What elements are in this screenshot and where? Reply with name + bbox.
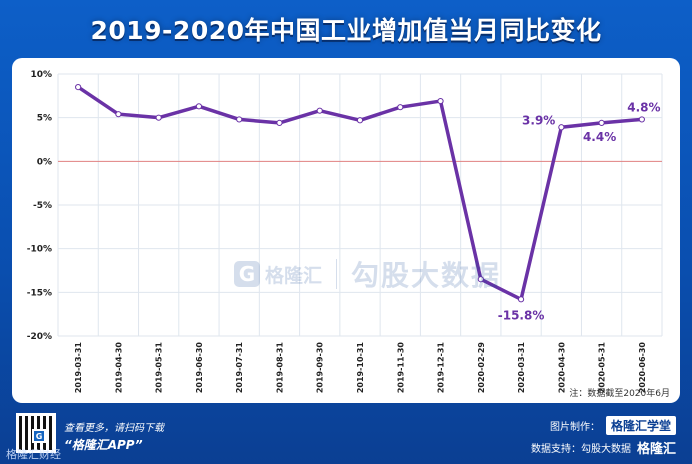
x-tick-label: 2019-10-31 bbox=[356, 342, 365, 394]
x-tick-label: 2019-12-31 bbox=[437, 342, 446, 394]
qr-code-icon[interactable]: G bbox=[16, 413, 56, 453]
y-tick-label: 5% bbox=[37, 114, 52, 124]
data-label: 4.4% bbox=[583, 130, 616, 144]
y-tick-label: -20% bbox=[27, 332, 52, 342]
credit-made-by: 图片制作： 格隆汇学堂 bbox=[550, 416, 676, 435]
x-tick-label: 2019-06-30 bbox=[195, 342, 204, 394]
data-point bbox=[598, 119, 605, 127]
chart-title: 2019-2020年中国工业增加值当月同比变化 bbox=[90, 16, 602, 45]
data-point bbox=[115, 111, 122, 118]
data-point bbox=[195, 103, 203, 110]
scan-hint: 查看更多，请扫码下载 bbox=[64, 423, 164, 434]
data-point bbox=[75, 84, 82, 91]
data-label: 3.9% bbox=[522, 113, 555, 127]
credit-data-brand: 格隆汇 bbox=[636, 442, 676, 457]
y-tick-label: 0% bbox=[37, 157, 52, 167]
data-point bbox=[155, 114, 162, 121]
data-point bbox=[276, 119, 283, 127]
x-tick-label: 2019-05-31 bbox=[155, 342, 164, 394]
x-tick-label: 2019-08-31 bbox=[275, 342, 284, 394]
x-tick-label: 2020-03-31 bbox=[517, 342, 526, 394]
app-name: “格隆汇APP” bbox=[64, 438, 143, 452]
x-tick-label: 2020-02-29 bbox=[477, 342, 486, 394]
data-point bbox=[316, 107, 323, 114]
y-tick-label: 10% bbox=[30, 70, 52, 80]
data-point bbox=[477, 276, 484, 283]
x-tick-label: 2020-05-31 bbox=[598, 342, 607, 394]
x-tick-label: 2020-04-30 bbox=[557, 342, 566, 394]
data-point bbox=[638, 116, 645, 123]
x-tick-label: 2019-09-30 bbox=[316, 342, 325, 394]
data-point bbox=[236, 116, 243, 123]
data-point bbox=[517, 296, 525, 303]
data-label: 4.8% bbox=[627, 100, 660, 114]
x-tick-label: 2019-04-30 bbox=[114, 342, 123, 394]
data-point bbox=[397, 104, 404, 111]
x-tick-label: 2019-11-30 bbox=[396, 342, 405, 394]
data-note: 注：数据截至2020年6月 bbox=[569, 389, 670, 399]
data-point bbox=[558, 124, 565, 131]
credit-made-by-brand: 格隆汇学堂 bbox=[605, 416, 676, 435]
header: 2019-2020年中国工业增加值当月同比变化 bbox=[0, 0, 692, 58]
y-tick-label: -15% bbox=[27, 288, 52, 298]
data-label: -15.8% bbox=[498, 308, 545, 322]
data-point bbox=[356, 117, 364, 124]
footer-left-brand: 格隆汇财经 bbox=[6, 448, 61, 461]
credit-made-by-label: 图片制作： bbox=[549, 422, 600, 433]
footer: G 查看更多，请扫码下载 “格隆汇APP” 格隆汇财经 图片制作： 格隆汇学堂 … bbox=[0, 405, 692, 464]
x-tick-label: 2020-06-30 bbox=[638, 342, 647, 394]
x-tick-label: 2019-03-31 bbox=[74, 342, 83, 394]
chart-card: 10% 5% 0% -5% -10% -15% -20% 2019-03-31 2019-04-… bbox=[12, 58, 680, 403]
credit-data-source: 数据支持：勾股大数据 格隆汇 bbox=[531, 438, 676, 457]
line-chart: 10% 5% 0% -5% -10% -15% -20% 2019-03-31 2019-04-… bbox=[27, 70, 663, 394]
x-tick-label: 2019-07-31 bbox=[235, 342, 244, 394]
y-tick-label: -10% bbox=[27, 245, 52, 255]
y-tick-label: -5% bbox=[33, 201, 52, 211]
data-point bbox=[437, 97, 444, 105]
credit-data-label: 数据支持：勾股大数据 bbox=[530, 444, 631, 455]
qr-logo-icon: G bbox=[32, 429, 46, 443]
